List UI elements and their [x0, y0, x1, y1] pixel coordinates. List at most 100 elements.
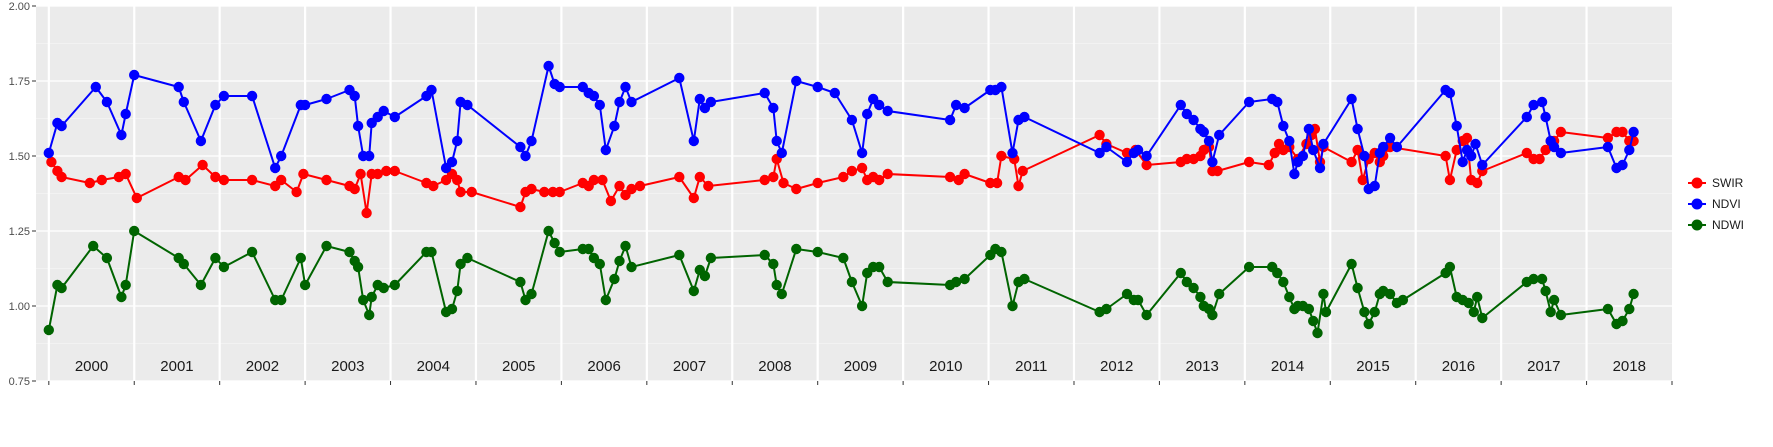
data-point [1536, 96, 1548, 108]
year-label: 2008 [758, 358, 791, 375]
data-point [1181, 108, 1193, 120]
data-point [116, 291, 127, 303]
data-point [554, 81, 565, 93]
data-point [759, 249, 770, 261]
data-point [1121, 156, 1133, 168]
series-ndvi [43, 60, 1639, 195]
year-label: 2009 [844, 358, 877, 375]
year-label: 2014 [1271, 358, 1304, 375]
plot-panel: 2000 2001 2002 2003 2004 2005 2006 2007 2008 2009… [36, 5, 1672, 382]
data-point [1548, 141, 1560, 153]
data-point [361, 207, 372, 219]
year-label: 2015 [1356, 358, 1389, 375]
data-point [1132, 294, 1144, 306]
data-point [1320, 306, 1332, 318]
data-point [1602, 141, 1614, 153]
data-point [1540, 111, 1551, 123]
data-point [210, 171, 221, 183]
data-point [1540, 285, 1551, 297]
data-point [1369, 306, 1380, 318]
data-point [1617, 315, 1628, 327]
data-point [1207, 156, 1218, 168]
data-point [950, 99, 962, 111]
data-point [321, 174, 332, 186]
data-point [1391, 141, 1403, 153]
data-point [1141, 159, 1152, 171]
data-point [178, 258, 189, 270]
data-point [1528, 273, 1539, 285]
year-label: 2006 [587, 358, 620, 375]
data-point [882, 105, 893, 117]
data-point [1457, 156, 1468, 168]
data-point [1545, 306, 1556, 318]
data-point [991, 177, 1003, 189]
data-point [674, 249, 685, 261]
data-point [1357, 174, 1368, 186]
year-label: 2005 [502, 358, 535, 375]
data-point [246, 174, 258, 186]
data-point [352, 261, 364, 273]
data-point [791, 75, 802, 87]
data-point [446, 156, 458, 168]
data-point [1369, 180, 1380, 192]
data-point [1397, 294, 1409, 306]
data-point [1314, 162, 1326, 174]
data-point [614, 255, 625, 267]
data-point [614, 96, 625, 108]
data-point [688, 192, 699, 204]
data-point [688, 135, 699, 147]
data-point [462, 99, 473, 111]
y-tick-label: 1.25 [9, 226, 30, 238]
data-point [96, 174, 108, 186]
data-point [812, 246, 823, 258]
data-point [882, 168, 893, 180]
data-point [381, 165, 392, 177]
y-tick-label: 0.75 [9, 376, 30, 388]
data-point [299, 279, 311, 291]
data-point [1378, 141, 1389, 153]
data-point [180, 174, 191, 186]
year-label: 2002 [246, 358, 279, 375]
data-point [120, 108, 131, 120]
data-point [874, 99, 885, 111]
data-point [426, 84, 437, 96]
data-point [56, 282, 67, 294]
series-group [43, 60, 1639, 339]
data-point [1175, 99, 1187, 111]
data-point [1278, 276, 1289, 288]
data-point [600, 294, 611, 306]
data-point [1007, 147, 1018, 159]
data-point [1359, 150, 1370, 162]
data-point [120, 279, 131, 291]
y-tick-label: 2.00 [9, 1, 30, 13]
data-point [1624, 303, 1635, 315]
data-point [1297, 150, 1309, 162]
data-point [515, 201, 526, 213]
data-point [703, 180, 714, 192]
data-point [1263, 159, 1275, 171]
data-point [84, 177, 96, 189]
data-point [101, 252, 113, 264]
data-point [634, 180, 646, 192]
data-point [526, 135, 537, 147]
data-point [1472, 291, 1483, 303]
data-point [349, 183, 360, 195]
data-point [56, 171, 67, 183]
data-point [791, 183, 802, 195]
y-tick-label: 1.75 [9, 76, 30, 88]
data-point [959, 102, 970, 114]
data-point [344, 246, 355, 258]
data-point [554, 246, 565, 258]
data-point [1175, 267, 1187, 279]
data-point [1121, 288, 1133, 300]
data-point [299, 99, 311, 111]
data-point [846, 276, 858, 288]
data-point [705, 96, 717, 108]
data-point [455, 186, 466, 198]
data-point [321, 93, 332, 105]
data-point [276, 294, 287, 306]
data-point [791, 243, 802, 255]
data-point [1312, 327, 1323, 339]
data-point [1384, 288, 1396, 300]
data-point [1007, 300, 1018, 312]
